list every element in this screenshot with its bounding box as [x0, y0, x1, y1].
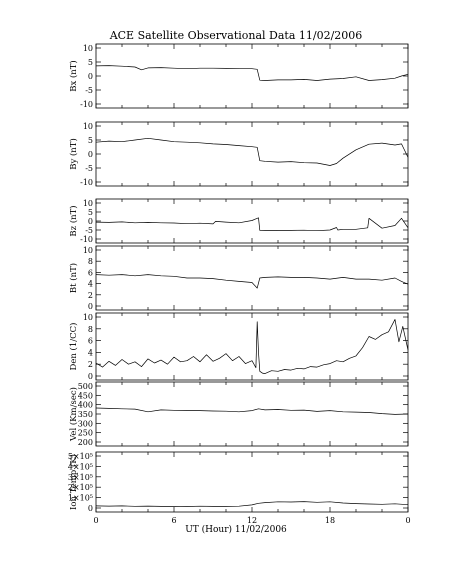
series-line-6 — [95, 407, 409, 415]
panel-frame — [95, 381, 409, 447]
y-tick-label: 500 — [78, 382, 93, 391]
x-tick-label: 18 — [325, 516, 335, 525]
y-tick-label: -5 — [85, 226, 93, 235]
y-axis-label: Bz (nT) — [68, 205, 79, 236]
y-tick-label: 3×10⁵ — [68, 473, 93, 482]
y-tick-label: 10 — [83, 313, 93, 322]
y-tick-label: 250 — [78, 429, 93, 438]
chart-title: ACE Satellite Observational Data 11/02/2… — [109, 29, 363, 42]
y-tick-label: 10 — [83, 122, 93, 131]
series-line-4 — [95, 274, 409, 289]
y-tick-label: 4 — [88, 348, 93, 357]
y-tick-label: 1×10⁵ — [68, 494, 93, 503]
y-axis-label: Bt (nT) — [68, 263, 79, 293]
y-tick-label: -5 — [85, 164, 93, 173]
series-line-2 — [95, 137, 409, 166]
y-tick-label: 300 — [78, 419, 93, 428]
y-tick-label: 0 — [88, 372, 93, 381]
x-tick-label: 0 — [93, 516, 98, 525]
y-tick-label: 4×10⁵ — [68, 462, 93, 471]
y-tick-label: -10 — [80, 235, 93, 244]
y-tick-label: 10 — [83, 199, 93, 208]
y-tick-label: 4 — [88, 280, 93, 289]
y-tick-label: 350 — [78, 410, 93, 419]
y-axis-label: By (nT) — [68, 138, 79, 170]
panel-4: 10 8 6 4 2 0 Bt (nT) — [68, 245, 409, 311]
panel-5: 10 8 6 4 2 0 Den (1/CC) — [68, 312, 409, 381]
y-tick-label: 0 — [88, 150, 93, 159]
panel-frame — [95, 312, 409, 381]
y-axis-label: Den (1/CC) — [68, 323, 79, 371]
y-tick-label: 200 — [78, 438, 93, 447]
y-tick-label: 0 — [88, 72, 93, 81]
x-tick-label: 0 — [405, 516, 410, 525]
y-tick-label: 2 — [88, 291, 93, 300]
x-axis-label: UT (Hour) 11/02/2006 — [185, 524, 287, 535]
panel-frame — [95, 43, 409, 109]
y-tick-label: 2 — [88, 360, 93, 369]
y-tick-label: 8 — [88, 325, 93, 334]
y-tick-label: 5×10⁵ — [68, 452, 93, 461]
y-tick-label: 0 — [88, 217, 93, 226]
y-tick-label: 0 — [88, 302, 93, 311]
y-tick-label: 400 — [78, 401, 93, 410]
series-line-3 — [95, 217, 409, 232]
panel-frame — [95, 121, 409, 187]
y-tick-label: -10 — [80, 100, 93, 109]
y-axis-label: Ion Temp (K) — [68, 454, 79, 510]
y-tick-label: 10 — [83, 44, 93, 53]
y-axis-label: Bx (nT) — [68, 60, 79, 92]
y-tick-label: 5 — [88, 58, 93, 67]
y-tick-label: 5 — [88, 136, 93, 145]
y-tick-label: 0 — [88, 504, 93, 513]
y-axis-label: Vel (Km/sec) — [68, 387, 79, 442]
y-tick-label: -10 — [80, 178, 93, 187]
panel-frame — [95, 451, 409, 513]
y-tick-label: 5 — [88, 208, 93, 217]
panel-frame — [95, 245, 409, 311]
x-tick-label: 6 — [171, 516, 176, 525]
y-tick-label: 2×10⁵ — [68, 483, 93, 492]
y-tick-label: -5 — [85, 86, 93, 95]
y-tick-label: 450 — [78, 391, 93, 400]
panel-frame — [95, 198, 409, 244]
series-line-7 — [95, 501, 409, 507]
y-tick-label: 6 — [88, 337, 93, 346]
series-line-5 — [95, 319, 409, 374]
y-tick-label: 8 — [88, 257, 93, 266]
x-tick-label: 12 — [247, 516, 257, 525]
series-line-1 — [95, 65, 409, 81]
y-tick-label: 6 — [88, 268, 93, 277]
y-tick-label: 10 — [83, 246, 93, 255]
